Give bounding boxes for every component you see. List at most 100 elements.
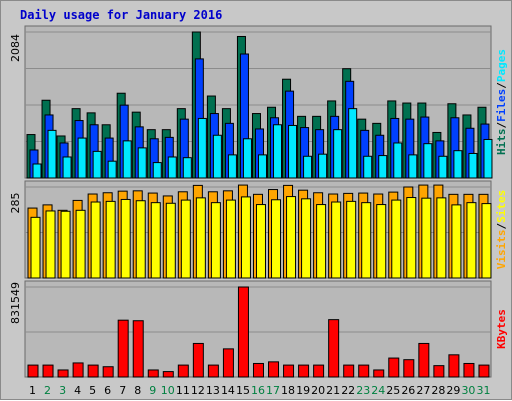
x-tick-label-day-2: 2 [44,384,51,397]
bar-kbytes-day-13 [207,364,219,378]
bar-pages-day-1 [32,163,42,179]
bar-kbytes-day-24 [373,369,385,378]
bar-kbytes-day-19 [298,364,310,378]
x-tick-label-day-13: 13 [206,384,220,397]
bar-kbytes-day-15 [237,286,249,378]
bar-pages-day-27 [423,143,433,179]
bar-sites-day-30 [466,202,477,279]
bar-sites-day-13 [210,202,221,279]
x-tick-label-day-16: 16 [251,384,265,397]
bar-pages-day-2 [47,129,57,179]
bar-kbytes-day-29 [448,354,460,378]
x-tick-label-day-12: 12 [191,384,205,397]
x-tick-label-day-5: 5 [89,384,96,397]
x-tick-label-day-21: 21 [326,384,340,397]
x-tick-label-day-17: 17 [266,384,280,397]
bar-sites-day-15 [240,196,251,279]
x-tick-label-day-23: 23 [356,384,370,397]
bar-kbytes-day-5 [87,364,99,378]
bar-pages-day-8 [137,147,147,179]
panel-middle: 285 Visits/Sites [9,180,508,279]
bar-sites-day-1 [30,216,41,279]
bar-kbytes-day-30 [463,362,475,378]
x-axis-labels: 1 2 3 4 5 6 7 8 9 10 11 12 13 14 15 16 17 18 19 20 21 22 23 24 2… [29,384,490,397]
bar-sites-day-4 [75,209,86,279]
x-tick-label-day-19: 19 [296,384,310,397]
bar-pages-day-14 [227,154,237,179]
x-tick-label-day-22: 22 [341,384,355,397]
bar-sites-day-29 [451,204,462,279]
x-tick-label-day-7: 7 [119,384,126,397]
bar-pages-day-28 [438,155,448,179]
panel-top-ymax-label: 2084 [9,34,22,62]
bar-sites-day-25 [391,199,402,279]
x-tick-label-day-6: 6 [104,384,111,397]
bar-pages-day-19 [303,155,313,179]
bar-pages-day-26 [408,154,418,179]
bar-pages-day-29 [453,150,463,179]
x-tick-label-day-25: 25 [386,384,400,397]
bar-sites-day-9 [150,202,161,279]
bar-pages-day-31 [483,138,493,179]
bar-pages-day-18 [288,124,298,179]
chart-title: Daily usage for January 2016 [20,8,222,22]
bar-pages-day-5 [92,150,102,179]
bar-kbytes-day-4 [72,362,84,378]
bar-kbytes-day-2 [42,364,54,378]
bar-sites-day-31 [481,203,492,279]
bar-pages-day-20 [318,153,328,179]
bar-sites-day-7 [120,198,131,279]
bar-kbytes-day-7 [117,319,129,378]
bar-sites-day-14 [225,199,236,279]
legend-item-files: Files [495,89,508,122]
bar-kbytes-day-20 [313,364,325,378]
panel-top-legend: Hits/Files/Pages [495,49,508,155]
bar-pages-day-13 [212,134,222,179]
legend-item-slash: / [495,223,508,230]
bar-kbytes-day-9 [147,369,159,378]
bar-kbytes-day-12 [192,342,204,378]
x-tick-label-day-1: 1 [29,384,36,397]
legend-item-pages: Pages [495,49,508,82]
legend-item-kbytes: KBytes [495,309,508,349]
bar-pages-day-10 [167,156,177,179]
bar-sites-day-11 [180,199,191,279]
panel-middle-ymax-label: 285 [9,193,22,214]
chart-panels: 2084Hits/Files/Pages285Visits/Sites83154… [9,25,508,378]
bar-pages-day-22 [348,108,358,179]
bar-pages-day-21 [333,129,343,179]
bar-pages-day-4 [77,137,87,179]
bar-pages-day-30 [468,152,478,179]
x-tick-label-day-31: 31 [476,384,490,397]
x-tick-label-day-15: 15 [236,384,250,397]
panel-bottom-legend: KBytes [495,309,508,349]
bar-pages-day-25 [393,142,403,179]
bar-kbytes-day-16 [252,362,264,378]
bar-kbytes-day-22 [343,364,355,378]
bar-sites-day-18 [286,196,297,279]
bar-kbytes-day-26 [403,359,415,378]
bar-kbytes-day-3 [57,369,69,378]
legend-item-slash: / [495,122,508,129]
bar-kbytes-day-17 [268,361,280,378]
bar-kbytes-day-11 [177,364,189,378]
bar-kbytes-day-18 [283,364,295,378]
bar-sites-day-22 [346,200,357,279]
legend-item-visits: Visits [495,230,508,270]
legend-item-hits: Hits [495,129,508,156]
bar-pages-day-23 [363,155,373,179]
bar-sites-day-21 [331,201,342,279]
x-tick-label-day-3: 3 [59,384,66,397]
bar-pages-day-3 [62,156,72,179]
bar-kbytes-day-8 [132,320,144,378]
bar-kbytes-day-6 [102,366,114,378]
legend-item-slash: / [495,82,508,89]
x-tick-label-day-14: 14 [221,384,235,397]
x-tick-label-day-4: 4 [74,384,81,397]
bar-pages-day-12 [197,117,207,179]
bar-sites-day-20 [316,204,327,279]
bar-sites-day-16 [255,204,266,279]
x-tick-label-day-24: 24 [371,384,385,397]
